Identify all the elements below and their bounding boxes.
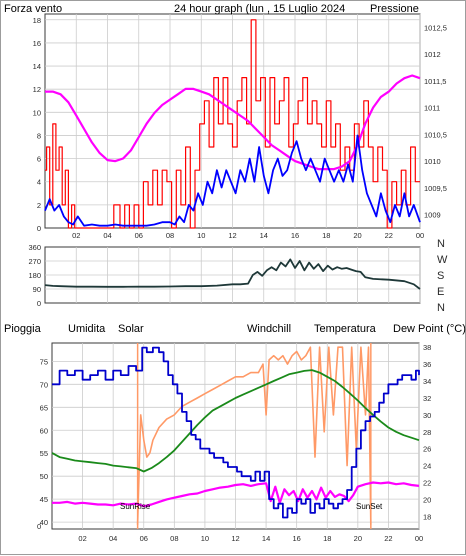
humidity-y-tick: 60: [40, 426, 48, 435]
dew-point-label: Dew Point (°C): [393, 323, 466, 335]
temperature-y-tick: 36: [423, 360, 431, 369]
wind-x-tick: 18: [322, 231, 330, 240]
temperature-x-tick: 02: [78, 534, 86, 543]
pressure-y-tick: 1010: [424, 157, 441, 166]
wind-x-tick: 14: [260, 231, 268, 240]
pressure-y-tick: 1012,5: [424, 23, 447, 32]
temperature-y-tick: 34: [423, 377, 431, 386]
graph-title: 24 hour graph (lun , 15 Luglio 2024: [174, 3, 345, 15]
temperature-x-tick: 18: [323, 534, 331, 543]
wind-x-tick: 02: [72, 231, 80, 240]
humidity-y-tick: 40: [40, 518, 48, 527]
humidity-y-tick: 50: [40, 472, 48, 481]
direction-y-tick: 0: [37, 299, 41, 308]
temperature-y-tick: 22: [423, 479, 431, 488]
humidity-y-tick: 65: [40, 403, 48, 412]
temperature-x-tick: 20: [354, 534, 362, 543]
humidity-y-tick: 70: [40, 380, 48, 389]
temperature-y-tick: 20: [423, 495, 431, 504]
temperature-x-tick: 04: [109, 534, 117, 543]
temperature-y-tick: 30: [423, 411, 431, 420]
wind-x-tick: 16: [291, 231, 299, 240]
humidity-line: [52, 346, 420, 519]
temperature-x-tick: 08: [170, 534, 178, 543]
wind-average-line: [44, 134, 421, 227]
wind-x-tick: 12: [228, 231, 236, 240]
temperature-y-tick: 24: [423, 462, 431, 471]
wind-speed-label: Forza vento: [4, 3, 62, 15]
wind-y-tick: 12: [33, 85, 41, 94]
windchill-label: Windchill: [247, 323, 291, 335]
pressure-line: [45, 74, 421, 171]
compass-tick: N: [437, 302, 445, 314]
direction-y-tick: 90: [33, 285, 41, 294]
temperature-x-tick: 06: [140, 534, 148, 543]
sunrise-label: SunRise: [120, 502, 151, 511]
humidity-y-tick: 55: [40, 449, 48, 458]
humidity-y-tick: 75: [40, 357, 48, 366]
temperature-y-tick: 32: [423, 394, 431, 403]
rain-label: Pioggia: [4, 323, 42, 335]
temperature-y-tick: 38: [423, 343, 431, 352]
compass-tick: W: [437, 254, 448, 266]
wind-x-tick: 06: [135, 231, 143, 240]
wind-x-tick: 00: [416, 231, 424, 240]
pressure-label: Pressione: [370, 3, 419, 15]
temperature-x-tick: 14: [262, 534, 270, 543]
pressure-y-tick: 1009,5: [424, 184, 447, 193]
temperature-y-tick: 18: [423, 512, 431, 521]
humidity-label: Umidita: [68, 323, 106, 335]
temperature-x-tick: 12: [231, 534, 239, 543]
wind-y-tick: 16: [33, 39, 41, 48]
sunset-label: SunSet: [356, 502, 383, 511]
compass-tick: E: [437, 286, 444, 298]
temperature-line: [51, 369, 420, 473]
rain-zero-tick: 0: [37, 522, 41, 531]
temperature-y-tick: 28: [423, 428, 431, 437]
wind-y-tick: 8: [37, 131, 41, 140]
humidity-y-tick: 45: [40, 495, 48, 504]
pressure-y-tick: 1009: [424, 211, 441, 220]
dew-point-line: [52, 481, 420, 508]
temperature-x-tick: 16: [292, 534, 300, 543]
wind-x-tick: 20: [353, 231, 361, 240]
wind-y-tick: 18: [33, 16, 41, 25]
pressure-y-tick: 1011: [424, 104, 440, 113]
wind-x-tick: 08: [166, 231, 174, 240]
direction-y-tick: 360: [28, 243, 41, 252]
wind-y-tick: 2: [37, 201, 41, 210]
wind-direction-line: [44, 258, 421, 290]
compass-tick: S: [437, 270, 444, 282]
pressure-y-tick: 1010,5: [424, 130, 447, 139]
wind-x-tick: 10: [197, 231, 205, 240]
direction-y-tick: 270: [28, 257, 41, 266]
wind-y-tick: 0: [37, 224, 41, 233]
pressure-y-tick: 1012: [424, 50, 441, 59]
pressure-y-tick: 1011,5: [424, 77, 446, 86]
solar-label: Solar: [118, 323, 144, 335]
wind-y-tick: 10: [33, 108, 41, 117]
wind-speed-line: [45, 19, 420, 229]
temperature-y-tick: 26: [423, 445, 431, 454]
solar-line: [136, 346, 372, 525]
temperature-label: Temperatura: [314, 323, 377, 335]
temperature-x-tick: 00: [415, 534, 423, 543]
wind-y-tick: 4: [37, 178, 41, 187]
temperature-x-tick: 22: [384, 534, 392, 543]
wind-x-tick: 04: [103, 231, 111, 240]
temperature-x-tick: 10: [201, 534, 209, 543]
direction-y-tick: 180: [28, 271, 41, 280]
compass-tick: N: [437, 238, 445, 250]
wind-x-tick: 22: [385, 231, 393, 240]
wind-y-tick: 6: [37, 155, 41, 164]
wind-y-tick: 14: [33, 62, 41, 71]
